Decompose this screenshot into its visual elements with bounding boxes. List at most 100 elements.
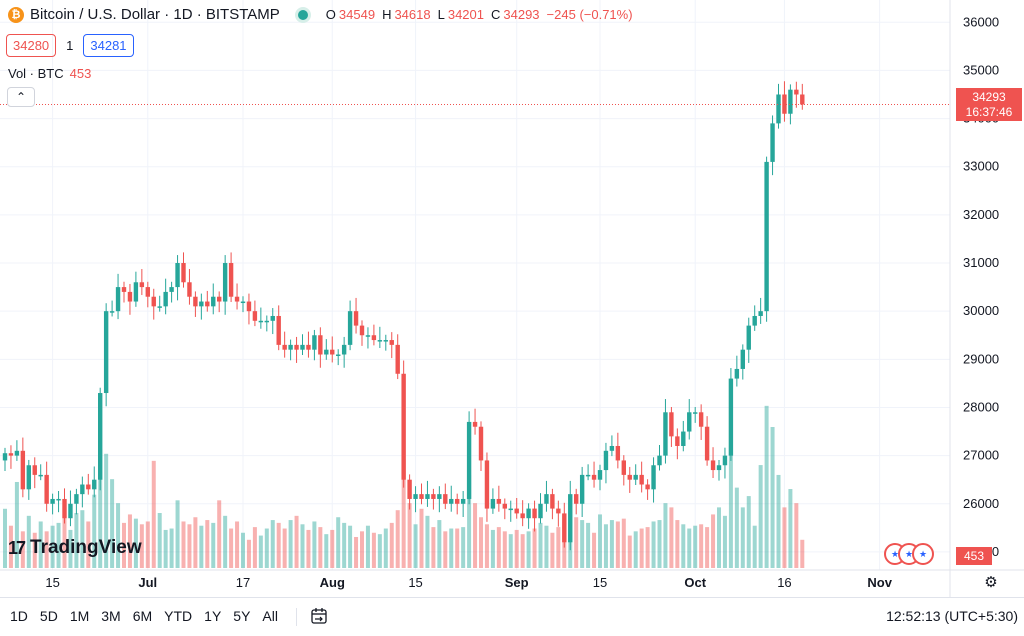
volume-bar — [479, 517, 483, 568]
candle-body — [98, 393, 103, 480]
volume-bar — [187, 524, 192, 568]
volume-bar — [104, 453, 109, 568]
volume-bar — [770, 427, 775, 568]
volume-bar — [92, 494, 97, 568]
range-selector: 1D 5D 1M 3M 6M YTD 1Y 5Y All — [10, 608, 278, 624]
buy-button[interactable]: 34281 — [83, 34, 134, 57]
candle-body — [722, 455, 728, 466]
bottom-toolbar: 1D 5D 1M 3M 6M YTD 1Y 5Y All 12:52:13 (U… — [0, 597, 1024, 636]
market-status-icon[interactable] — [297, 9, 308, 20]
volume-bar — [734, 487, 739, 568]
volume-bar — [169, 528, 174, 568]
volume-bar — [705, 527, 710, 568]
candle-body — [657, 455, 662, 466]
ohlc-values: O 34549 H 34618 L 34201 C 34293 −245 (−0.71%… — [326, 7, 637, 22]
candle-body — [502, 503, 507, 509]
range-1y[interactable]: 1Y — [204, 608, 222, 624]
candle-body — [484, 460, 490, 509]
volume-bar — [306, 529, 311, 568]
range-1m[interactable]: 1M — [69, 608, 90, 624]
volume-bar — [110, 479, 115, 568]
volume-bar — [26, 515, 31, 568]
volume-bar — [371, 532, 376, 568]
candle-body — [353, 311, 359, 326]
candle-body — [32, 465, 37, 475]
volume-bar — [788, 489, 793, 568]
candle-body — [639, 474, 644, 485]
symbol-title[interactable]: Bitcoin / U.S. Dollar · 1D · BITSTAMP — [30, 6, 280, 23]
range-6m[interactable]: 6M — [132, 608, 153, 624]
volume-bar — [98, 449, 103, 568]
candle-body — [324, 349, 329, 355]
candle-body — [115, 287, 121, 312]
candle-body — [228, 263, 234, 297]
range-5y[interactable]: 5Y — [233, 608, 251, 624]
low-key: L — [437, 7, 445, 22]
volume-bar — [669, 507, 674, 568]
candle-body — [163, 291, 168, 307]
candle-body — [651, 465, 656, 490]
open-key: O — [325, 7, 336, 22]
volume-bar — [294, 515, 299, 568]
economic-events[interactable]: ★ ★ ★ — [884, 543, 934, 565]
candle-body — [550, 494, 555, 509]
candle-body — [121, 287, 127, 292]
timezone-clock[interactable]: 12:52:13 (UTC+5:30) — [886, 608, 1018, 624]
volume-bar — [211, 522, 216, 568]
candle-body — [568, 494, 573, 543]
candle-body — [669, 412, 674, 437]
range-all[interactable]: All — [262, 608, 278, 624]
volume-legend[interactable]: Vol · BTC 453 — [8, 66, 91, 81]
volume-bar — [62, 515, 67, 568]
sell-button[interactable]: 34280 — [6, 34, 57, 57]
candle-body — [26, 465, 31, 490]
volume-bar — [645, 527, 650, 568]
volume-bar — [675, 520, 680, 568]
volume-bar — [508, 534, 513, 568]
range-1d[interactable]: 1D — [10, 608, 28, 624]
volume-bar — [532, 528, 537, 568]
range-ytd[interactable]: YTD — [164, 608, 193, 624]
candle-body — [675, 436, 680, 446]
range-5d[interactable]: 5D — [39, 608, 58, 624]
candle-body — [318, 335, 323, 355]
candle-body — [449, 498, 454, 504]
candle-body — [603, 450, 609, 471]
volume-bar — [711, 514, 716, 568]
volume-bar — [627, 535, 632, 568]
open-value: 34549 — [338, 7, 376, 22]
candle-body — [431, 494, 436, 499]
toolbar-divider — [296, 608, 297, 626]
candle-body — [187, 282, 192, 297]
volume-bar — [74, 513, 79, 568]
volume-bar — [389, 522, 394, 568]
candle-body — [395, 344, 400, 374]
chart-background — [0, 0, 1024, 597]
candle-body — [645, 484, 650, 490]
volume-bar — [556, 527, 561, 568]
us-flag-icon[interactable]: ★ — [912, 543, 934, 565]
candle-body — [734, 368, 740, 379]
collapse-legend-button[interactable]: ⌃ — [7, 87, 35, 107]
range-3m[interactable]: 3M — [101, 608, 121, 624]
chart-settings-gear-icon[interactable]: ⚙ — [984, 574, 998, 591]
last-price-value: 34293 — [972, 89, 1006, 104]
candle-body — [758, 311, 763, 316]
volume-bar — [592, 532, 597, 568]
candle-body — [687, 412, 692, 432]
volume-bar — [413, 524, 418, 568]
tradingview-logo[interactable]: 17 TradingView — [8, 537, 142, 559]
price-chart[interactable]: 2500026000270002800029000300003100032000… — [0, 0, 1024, 597]
go-to-date-icon[interactable] — [308, 606, 330, 626]
volume-bar — [14, 481, 19, 568]
candle-body — [8, 453, 14, 456]
candle-body — [585, 474, 591, 477]
volume-bar — [758, 465, 763, 568]
volume-bar — [235, 521, 240, 568]
candle-body — [258, 320, 264, 323]
candle-body — [508, 508, 513, 511]
symbol-legend[interactable]: ₿ Bitcoin / U.S. Dollar · 1D · BITSTAMP … — [8, 6, 637, 23]
volume-bar — [116, 503, 121, 568]
y-axis-tick-label: 26000 — [963, 496, 999, 511]
x-axis-tick-label: Aug — [320, 575, 345, 590]
